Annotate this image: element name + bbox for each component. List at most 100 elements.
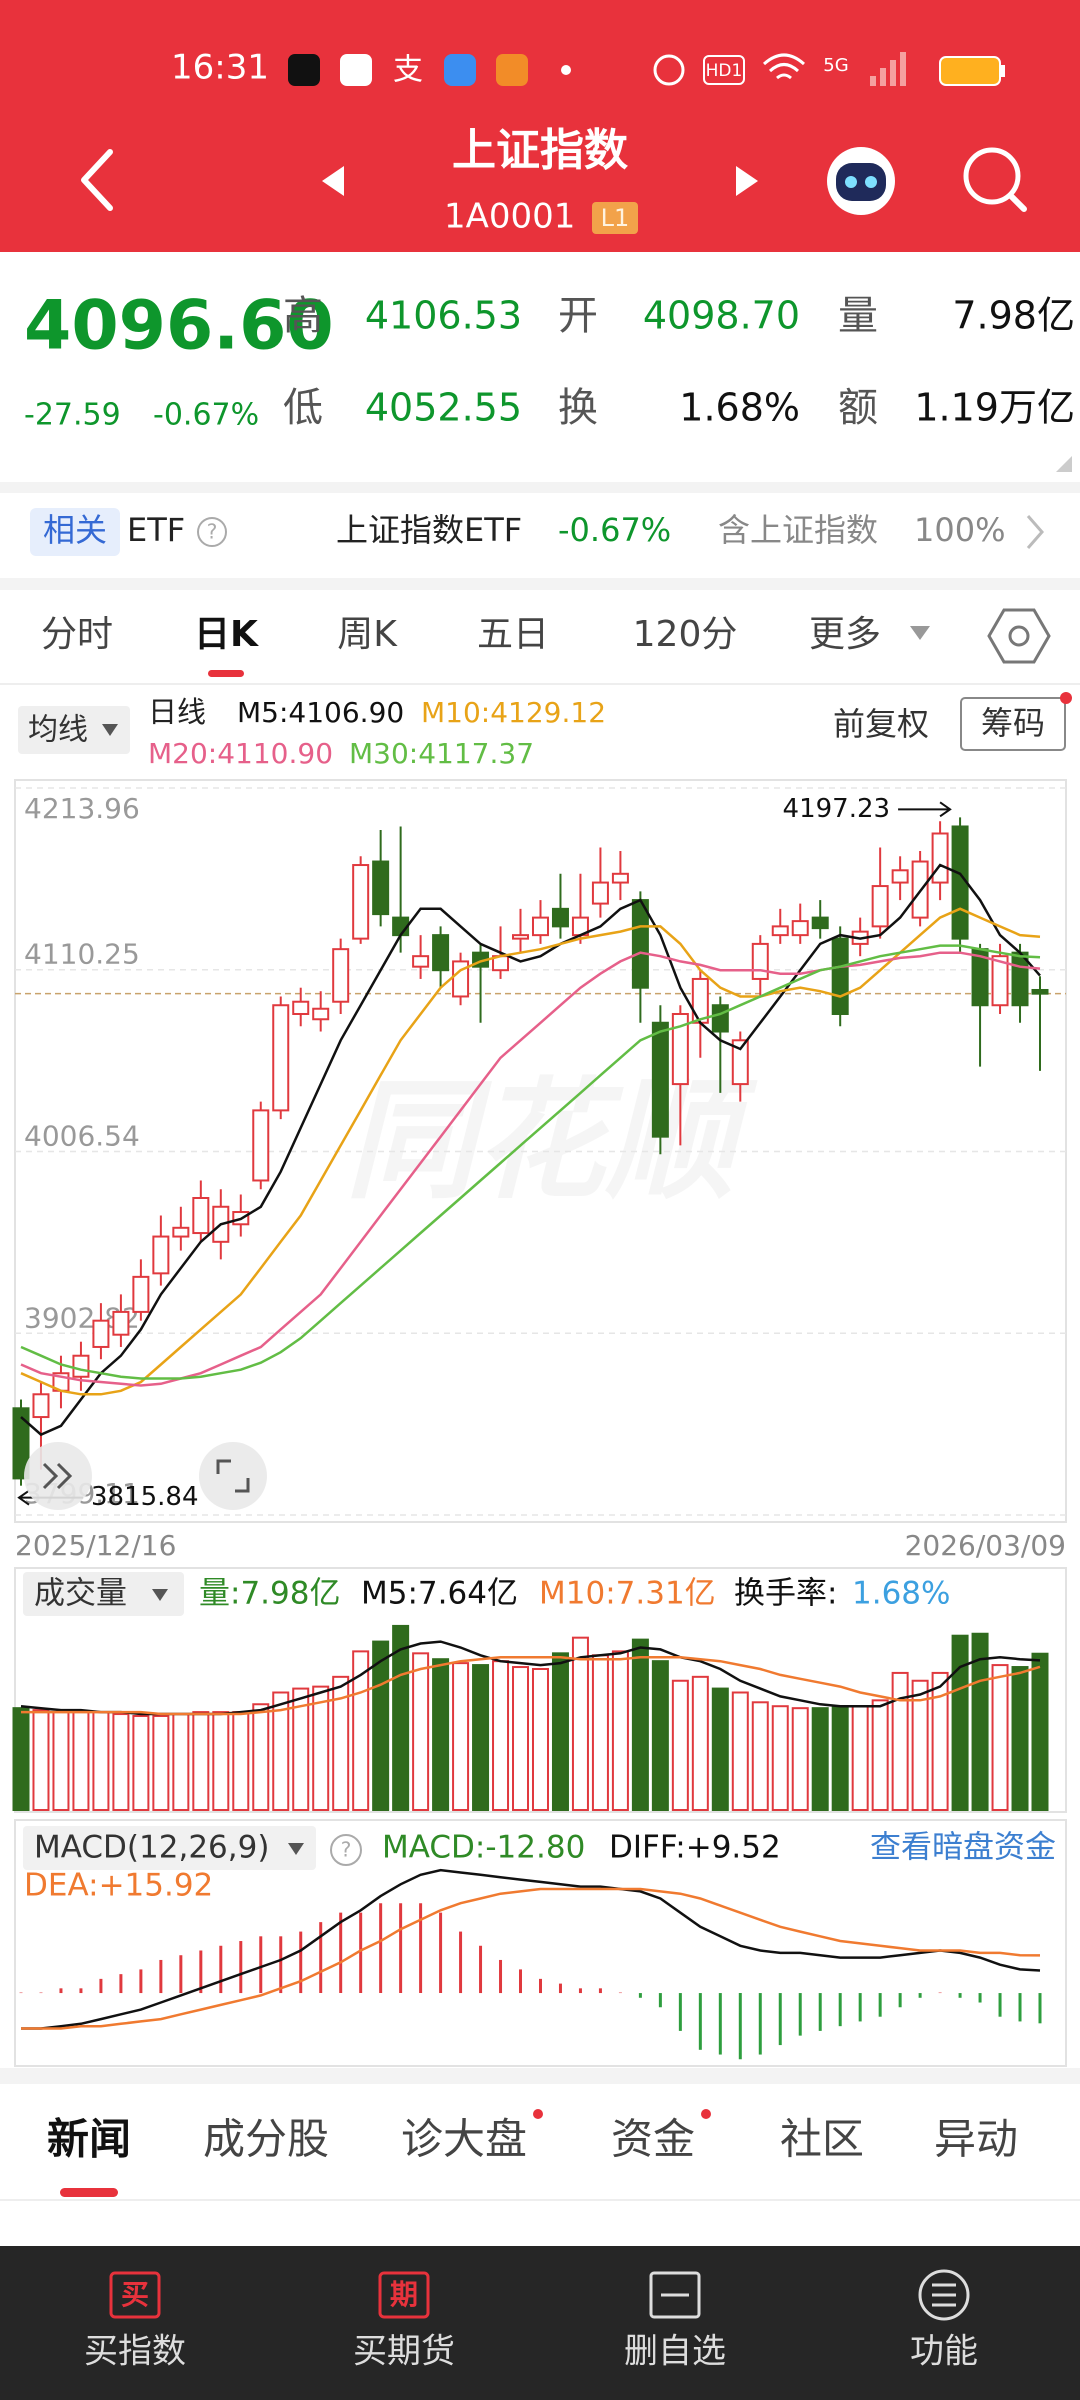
candle-body (152, 1235, 170, 1275)
period-tab[interactable]: 分时 (41, 614, 113, 655)
candle-body (871, 885, 889, 928)
nav-icon-text[interactable]: 期 (390, 2278, 418, 2311)
etf-tag-bg (30, 508, 120, 556)
period-tab[interactable]: 日K (194, 614, 259, 655)
nav-icon[interactable] (649, 2271, 701, 2319)
ma-line (20, 951, 1041, 1387)
turnover-label: 换手率: (734, 1576, 837, 1612)
stat-value: 7.98亿 (952, 294, 1075, 338)
kline-fullscreen-button[interactable] (199, 1442, 267, 1510)
notice-dot (701, 2109, 711, 2119)
volume-legend: M5:7.64亿 (361, 1576, 518, 1612)
volume-bar (112, 1713, 130, 1811)
volume-bar (811, 1707, 829, 1811)
etf-help-icon[interactable]: ? (197, 517, 227, 547)
candle-body (132, 1275, 150, 1313)
content-tab[interactable]: 异动 (934, 2115, 1018, 2164)
volume-bar (531, 1668, 549, 1811)
volume-bar (132, 1715, 150, 1811)
macd-arrow[interactable] (288, 1843, 304, 1855)
volume-current: 量:7.98亿 (199, 1576, 340, 1612)
volume-title[interactable]: 成交量 (34, 1576, 127, 1612)
stat-label: 开 (558, 293, 598, 339)
change: -27.59 (24, 398, 121, 433)
prev-index-button[interactable] (322, 166, 344, 196)
volume-legend: M10:7.31亿 (539, 1576, 716, 1612)
volume-arrow[interactable] (152, 1589, 168, 1601)
start-date: 2025/12/16 (15, 1529, 176, 1562)
nav-icon[interactable] (378, 2271, 430, 2319)
back-button[interactable] (81, 149, 113, 211)
nav-icon[interactable] (109, 2271, 161, 2319)
volume-ma-line (21, 1656, 1041, 1716)
etf-name: ETF (127, 511, 185, 549)
etf-chevron[interactable] (1026, 515, 1044, 549)
ma-button[interactable]: 均线 (28, 713, 88, 748)
chips-button[interactable]: 筹码 (981, 704, 1045, 742)
period-tab[interactable]: 120分 (633, 614, 738, 655)
nav-label[interactable]: 功能 (910, 2332, 978, 2372)
ma-button-bg[interactable] (18, 706, 130, 754)
ma-line (20, 944, 1041, 1380)
macd-help-icon[interactable]: ? (330, 1834, 362, 1866)
kline-scroll-button[interactable] (24, 1442, 92, 1510)
etf-fund[interactable]: 上证指数ETF (336, 511, 522, 549)
candle-body (931, 832, 949, 884)
level-badge-bg (592, 202, 638, 234)
content-tab[interactable]: 社区 (780, 2115, 864, 2164)
adjust-button[interactable]: 前复权 (833, 705, 929, 743)
nav-label[interactable]: 买期货 (353, 2332, 455, 2372)
content-tab[interactable]: 成分股 (203, 2115, 329, 2164)
period-tab[interactable]: 周K (337, 614, 398, 655)
stat-label: 高 (283, 293, 323, 339)
candle-body (412, 955, 430, 968)
more-arrow[interactable] (910, 626, 930, 640)
volume-bar (12, 1707, 30, 1811)
candle-body (671, 1012, 689, 1086)
macd-title[interactable]: MACD(12,26,9) (34, 1830, 269, 1866)
candle-body (352, 864, 370, 940)
search-button[interactable] (963, 147, 1027, 212)
candle-body (751, 942, 769, 980)
candle-body (791, 920, 809, 937)
y-tick-label: 4110.25 (24, 938, 140, 971)
volume-bar (611, 1650, 629, 1811)
volume-bar (512, 1666, 530, 1811)
content-tab[interactable]: 诊大盘 (401, 2115, 527, 2164)
nav-label[interactable]: 买指数 (84, 2332, 186, 2372)
status-app-icons: 支 (288, 53, 571, 88)
etf-holding-label: 含上证指数 (718, 511, 878, 549)
content-tabs: 新闻 成分股 诊大盘 资金 社区 异动 (47, 2115, 1018, 2197)
candle-body (172, 1226, 190, 1238)
assistant-button[interactable] (827, 147, 895, 215)
ma-line (20, 907, 1041, 1396)
expand-corner[interactable] (1056, 456, 1072, 472)
candle-body (731, 1039, 749, 1086)
volume-bar (1011, 1666, 1029, 1811)
volume-bar (232, 1711, 250, 1812)
nav-icon-text[interactable]: 买 (121, 2278, 149, 2311)
tab-underline (208, 670, 244, 677)
notice-dot (533, 2109, 543, 2119)
nav-label[interactable]: 删自选 (624, 2332, 726, 2372)
candle-body (112, 1310, 130, 1336)
dark-pool-link[interactable]: 查看暗盘资金 (870, 1830, 1056, 1866)
stat-label: 量 (838, 293, 878, 339)
chips-button-bg[interactable] (960, 697, 1066, 751)
period-tab[interactable]: 五日 (477, 614, 549, 655)
settings-button[interactable] (987, 608, 1051, 664)
nav-icon[interactable] (918, 2269, 970, 2321)
ma-legend: M10:4129.12 (421, 696, 606, 729)
volume-bar (711, 1687, 729, 1812)
stat-value: 1.68% (679, 386, 800, 430)
macd-button-bg[interactable] (23, 1826, 316, 1870)
period-tab[interactable]: 更多 (809, 614, 881, 655)
volume-bar (631, 1638, 649, 1811)
content-tab[interactable]: 新闻 (47, 2115, 131, 2164)
ma-button-arrow[interactable] (102, 724, 118, 736)
next-index-button[interactable] (736, 166, 758, 196)
volume-bar (751, 1701, 769, 1811)
volume-button-bg[interactable] (23, 1572, 184, 1616)
content-tab[interactable]: 资金 (611, 2115, 695, 2164)
